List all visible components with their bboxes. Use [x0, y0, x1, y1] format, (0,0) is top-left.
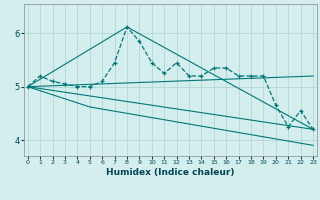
X-axis label: Humidex (Indice chaleur): Humidex (Indice chaleur): [106, 168, 235, 177]
